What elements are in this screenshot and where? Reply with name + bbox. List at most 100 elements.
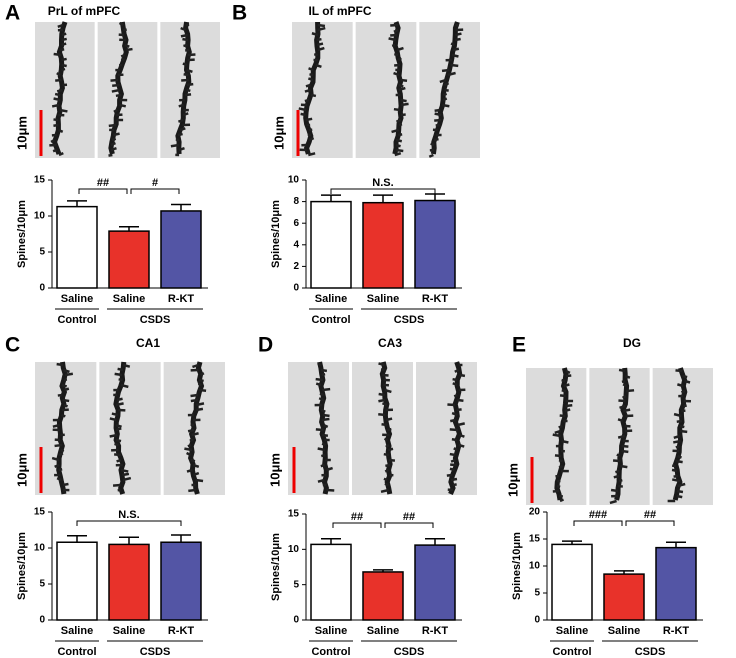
spine xyxy=(61,63,67,68)
spine xyxy=(305,83,311,88)
spine xyxy=(673,412,682,418)
spine xyxy=(190,458,196,463)
spine xyxy=(178,147,185,152)
spine xyxy=(122,363,131,368)
spine xyxy=(450,477,458,482)
spine xyxy=(450,458,456,463)
spine xyxy=(559,394,567,398)
spine xyxy=(316,37,322,42)
spine xyxy=(398,83,404,88)
spine xyxy=(51,456,60,462)
spine xyxy=(298,107,307,112)
spine xyxy=(315,428,324,432)
spine xyxy=(184,447,193,452)
spine xyxy=(385,443,390,448)
spine xyxy=(64,372,74,377)
spine xyxy=(677,454,683,459)
spine xyxy=(60,67,66,72)
bar xyxy=(655,546,697,621)
spine xyxy=(459,373,466,378)
spine xyxy=(616,453,621,458)
spine xyxy=(556,484,561,489)
spine xyxy=(62,398,70,403)
panel-letter: C xyxy=(5,334,20,357)
spine xyxy=(179,127,186,132)
group-label: Control xyxy=(311,646,350,658)
spine xyxy=(684,379,691,384)
spine xyxy=(677,383,684,388)
spine xyxy=(451,438,458,442)
spine xyxy=(177,132,183,137)
y-tick-label: 15 xyxy=(34,507,46,518)
significance-bracket xyxy=(384,522,434,528)
significance-bracket xyxy=(330,188,436,194)
spine xyxy=(449,428,458,432)
spine xyxy=(378,392,386,397)
panel-title: IL of mPFC xyxy=(308,4,371,18)
spine xyxy=(308,152,316,157)
spine xyxy=(61,37,67,42)
spine xyxy=(315,382,322,387)
bar xyxy=(362,571,404,621)
x-tick-label: R-KT xyxy=(422,625,449,637)
spine xyxy=(62,482,69,487)
spine xyxy=(124,43,130,48)
spine xyxy=(618,478,623,483)
spine xyxy=(322,387,331,392)
y-tick-label: 10 xyxy=(288,544,300,555)
significance-label: ## xyxy=(403,511,415,523)
y-tick-label: 2 xyxy=(293,261,299,272)
spine xyxy=(394,52,399,57)
spine xyxy=(309,73,314,77)
dendrite xyxy=(392,21,404,155)
significance-bracket xyxy=(625,520,675,526)
y-tick-label: 6 xyxy=(293,218,299,229)
dendrite xyxy=(175,21,192,155)
spine xyxy=(609,499,617,505)
spine xyxy=(110,78,119,82)
spine xyxy=(300,112,306,117)
spine xyxy=(452,377,458,382)
spine xyxy=(184,48,190,52)
x-tick-label: Saline xyxy=(113,625,145,637)
spine xyxy=(186,451,192,457)
spine xyxy=(126,47,133,52)
spine xyxy=(676,494,683,499)
y-tick-label: 10 xyxy=(34,543,46,554)
panel-letter: A xyxy=(5,2,20,25)
spine xyxy=(115,402,124,407)
significance-bracket xyxy=(332,522,382,528)
spine xyxy=(321,433,329,438)
spine xyxy=(384,388,392,394)
spine xyxy=(396,118,402,123)
y-tick-label: 0 xyxy=(39,283,45,294)
scale-bar-label: 10μm xyxy=(271,116,286,150)
y-tick-label: 5 xyxy=(39,247,45,258)
spine xyxy=(453,393,458,398)
spine xyxy=(621,444,629,448)
spine xyxy=(305,117,313,122)
spine xyxy=(452,483,457,487)
spine xyxy=(565,374,572,378)
spine xyxy=(52,148,58,153)
spine xyxy=(451,411,458,417)
spine xyxy=(317,478,325,483)
spine xyxy=(193,471,200,477)
y-tick-label: 15 xyxy=(34,175,46,186)
spine xyxy=(320,453,326,458)
spine xyxy=(679,429,688,434)
spine xyxy=(57,23,64,29)
spine xyxy=(54,443,63,448)
x-tick-label: Saline xyxy=(61,293,93,305)
bar xyxy=(362,201,404,289)
bar xyxy=(160,541,202,621)
bar xyxy=(414,199,456,289)
bar xyxy=(603,573,645,621)
spine xyxy=(618,399,626,403)
spine xyxy=(317,23,326,28)
x-tick-label: R-KT xyxy=(168,293,195,305)
spine xyxy=(378,362,386,367)
spine xyxy=(51,103,60,108)
spine xyxy=(59,108,68,113)
